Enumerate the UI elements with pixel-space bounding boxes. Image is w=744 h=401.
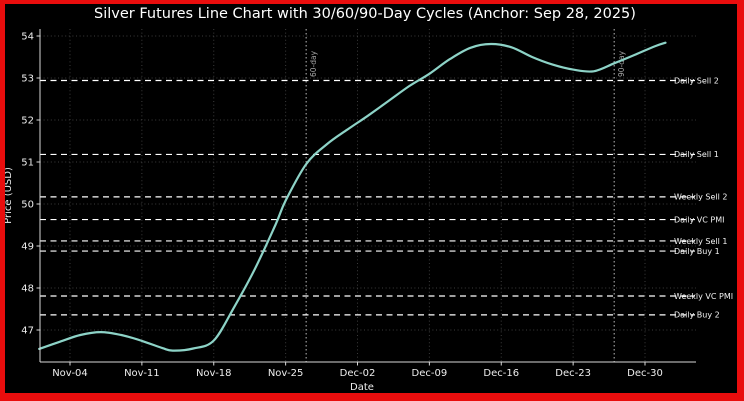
x-tick-label: Nov-11 [124, 368, 160, 379]
chart-title: Silver Futures Line Chart with 30/60/90-… [94, 6, 636, 22]
level-label: Daily Buy 2 [674, 311, 720, 320]
y-tick-label: 47 [21, 326, 34, 337]
cycle-line-label: 60-day [309, 50, 318, 77]
y-tick-label: 52 [21, 116, 34, 127]
y-tick-label: 51 [21, 158, 34, 169]
x-tick-label: Dec-09 [412, 368, 448, 379]
x-tick-label: Dec-23 [555, 368, 591, 379]
y-tick-label: 50 [21, 200, 34, 211]
price-line [38, 41, 667, 352]
x-tick-label: Dec-30 [627, 368, 663, 379]
x-tick-label: Nov-18 [196, 368, 232, 379]
level-label: Weekly Sell 1 [674, 237, 728, 246]
level-label: Daily Sell 1 [674, 150, 719, 159]
x-tick-label: Nov-04 [52, 368, 88, 379]
x-tick-label: Dec-02 [340, 368, 376, 379]
x-tick-label: Dec-16 [483, 368, 519, 379]
y-axis-title: Price (USD) [3, 167, 14, 224]
y-tick-label: 54 [21, 32, 34, 43]
level-label: Weekly VC PMI [674, 292, 733, 301]
y-tick-label: 53 [21, 74, 34, 85]
level-label: Weekly Sell 2 [674, 193, 728, 202]
x-axis-title: Date [350, 382, 374, 393]
level-label: Daily Sell 2 [674, 76, 719, 85]
y-tick-label: 48 [21, 284, 34, 295]
cycle-line-label: 90-day [617, 50, 626, 77]
level-label: Daily VC PMI [674, 215, 724, 224]
x-tick-label: Nov-25 [268, 368, 304, 379]
level-label: Daily Buy 1 [674, 247, 720, 256]
y-tick-label: 49 [21, 242, 34, 253]
